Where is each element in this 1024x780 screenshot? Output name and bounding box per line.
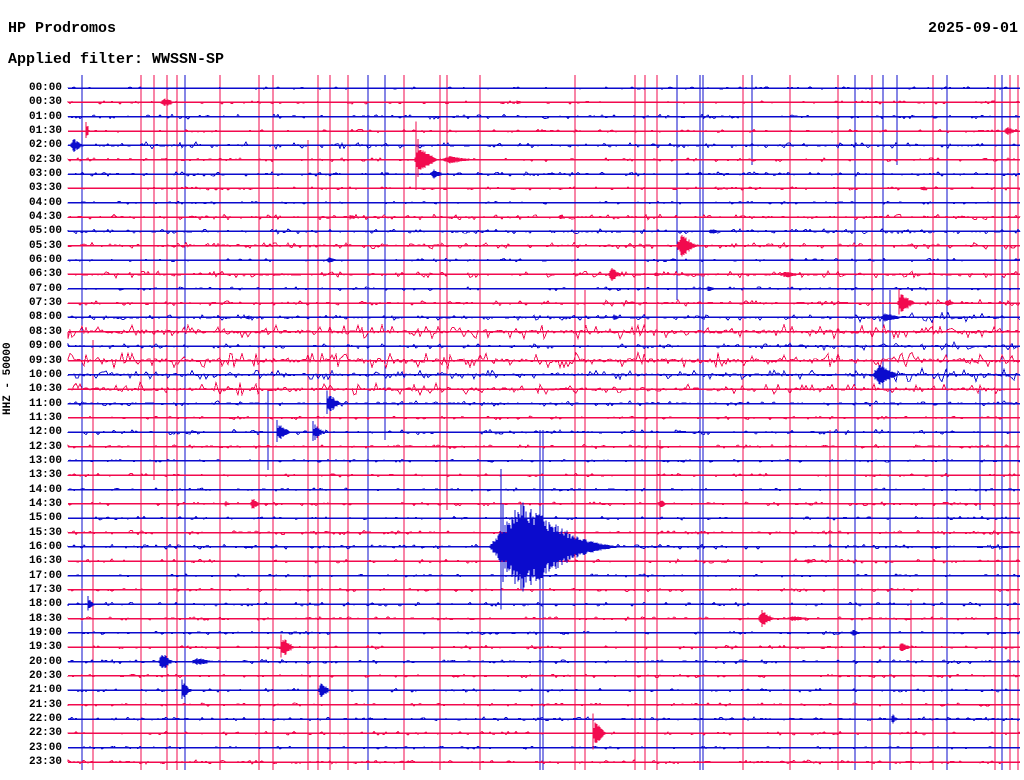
time-label: 03:30 — [28, 182, 62, 195]
time-label: 01:30 — [28, 125, 62, 137]
time-label: 10:00 — [28, 368, 62, 381]
time-label: 15:30 — [28, 526, 62, 539]
time-label: 19:30 — [28, 641, 62, 654]
time-label: 08:30 — [28, 325, 62, 338]
time-label: 13:30 — [28, 469, 62, 482]
time-label: 00:30 — [28, 96, 62, 109]
date-label: 2025-09-01 — [927, 20, 1018, 37]
time-label: 23:00 — [28, 741, 62, 754]
time-label: 13:00 — [28, 454, 62, 467]
time-label: 14:00 — [28, 483, 62, 496]
time-label: 21:30 — [28, 698, 62, 711]
time-label: 06:30 — [28, 268, 62, 281]
time-label: 19:00 — [28, 626, 62, 639]
channel-scale-label: HHZ - 50000 — [2, 342, 14, 415]
time-label: 04:30 — [28, 211, 62, 224]
time-label: 22:00 — [28, 713, 62, 725]
time-label: 12:30 — [28, 440, 62, 453]
time-label: 07:00 — [28, 282, 62, 295]
time-label: 08:00 — [28, 311, 62, 324]
time-label: 20:00 — [28, 655, 62, 668]
time-label: 05:30 — [28, 239, 62, 252]
time-label: 11:30 — [28, 411, 62, 424]
time-label: 10:30 — [28, 383, 62, 396]
time-label: 07:30 — [28, 297, 62, 310]
time-label: 17:00 — [28, 569, 62, 582]
applied-filter-label: Applied filter: WWSSN-SP — [8, 51, 225, 68]
time-label: 05:00 — [28, 225, 62, 238]
time-label: 23:30 — [28, 756, 62, 768]
time-label: 20:30 — [28, 669, 62, 682]
time-label: 12:00 — [28, 426, 62, 439]
time-label: 18:30 — [28, 612, 62, 625]
time-label: 03:00 — [28, 168, 62, 180]
time-label: 16:00 — [28, 540, 62, 553]
time-label: 21:00 — [28, 684, 62, 697]
time-label: 00:00 — [28, 82, 62, 94]
time-label: 22:30 — [28, 727, 62, 740]
time-label: 09:00 — [28, 340, 62, 353]
time-label: 15:00 — [28, 512, 62, 525]
time-label: 16:30 — [28, 555, 62, 568]
time-label: 06:00 — [28, 254, 62, 267]
time-label: 18:00 — [28, 598, 62, 611]
time-label: 11:00 — [28, 397, 62, 410]
station-title: HP Prodromos — [8, 20, 117, 37]
time-label: 01:00 — [28, 110, 62, 123]
time-label: 14:30 — [28, 497, 62, 510]
time-label: 04:00 — [28, 196, 62, 209]
time-label: 02:30 — [28, 153, 62, 166]
time-label: 09:30 — [28, 354, 62, 367]
time-label: 17:30 — [28, 583, 62, 596]
time-label: 02:00 — [28, 139, 62, 152]
